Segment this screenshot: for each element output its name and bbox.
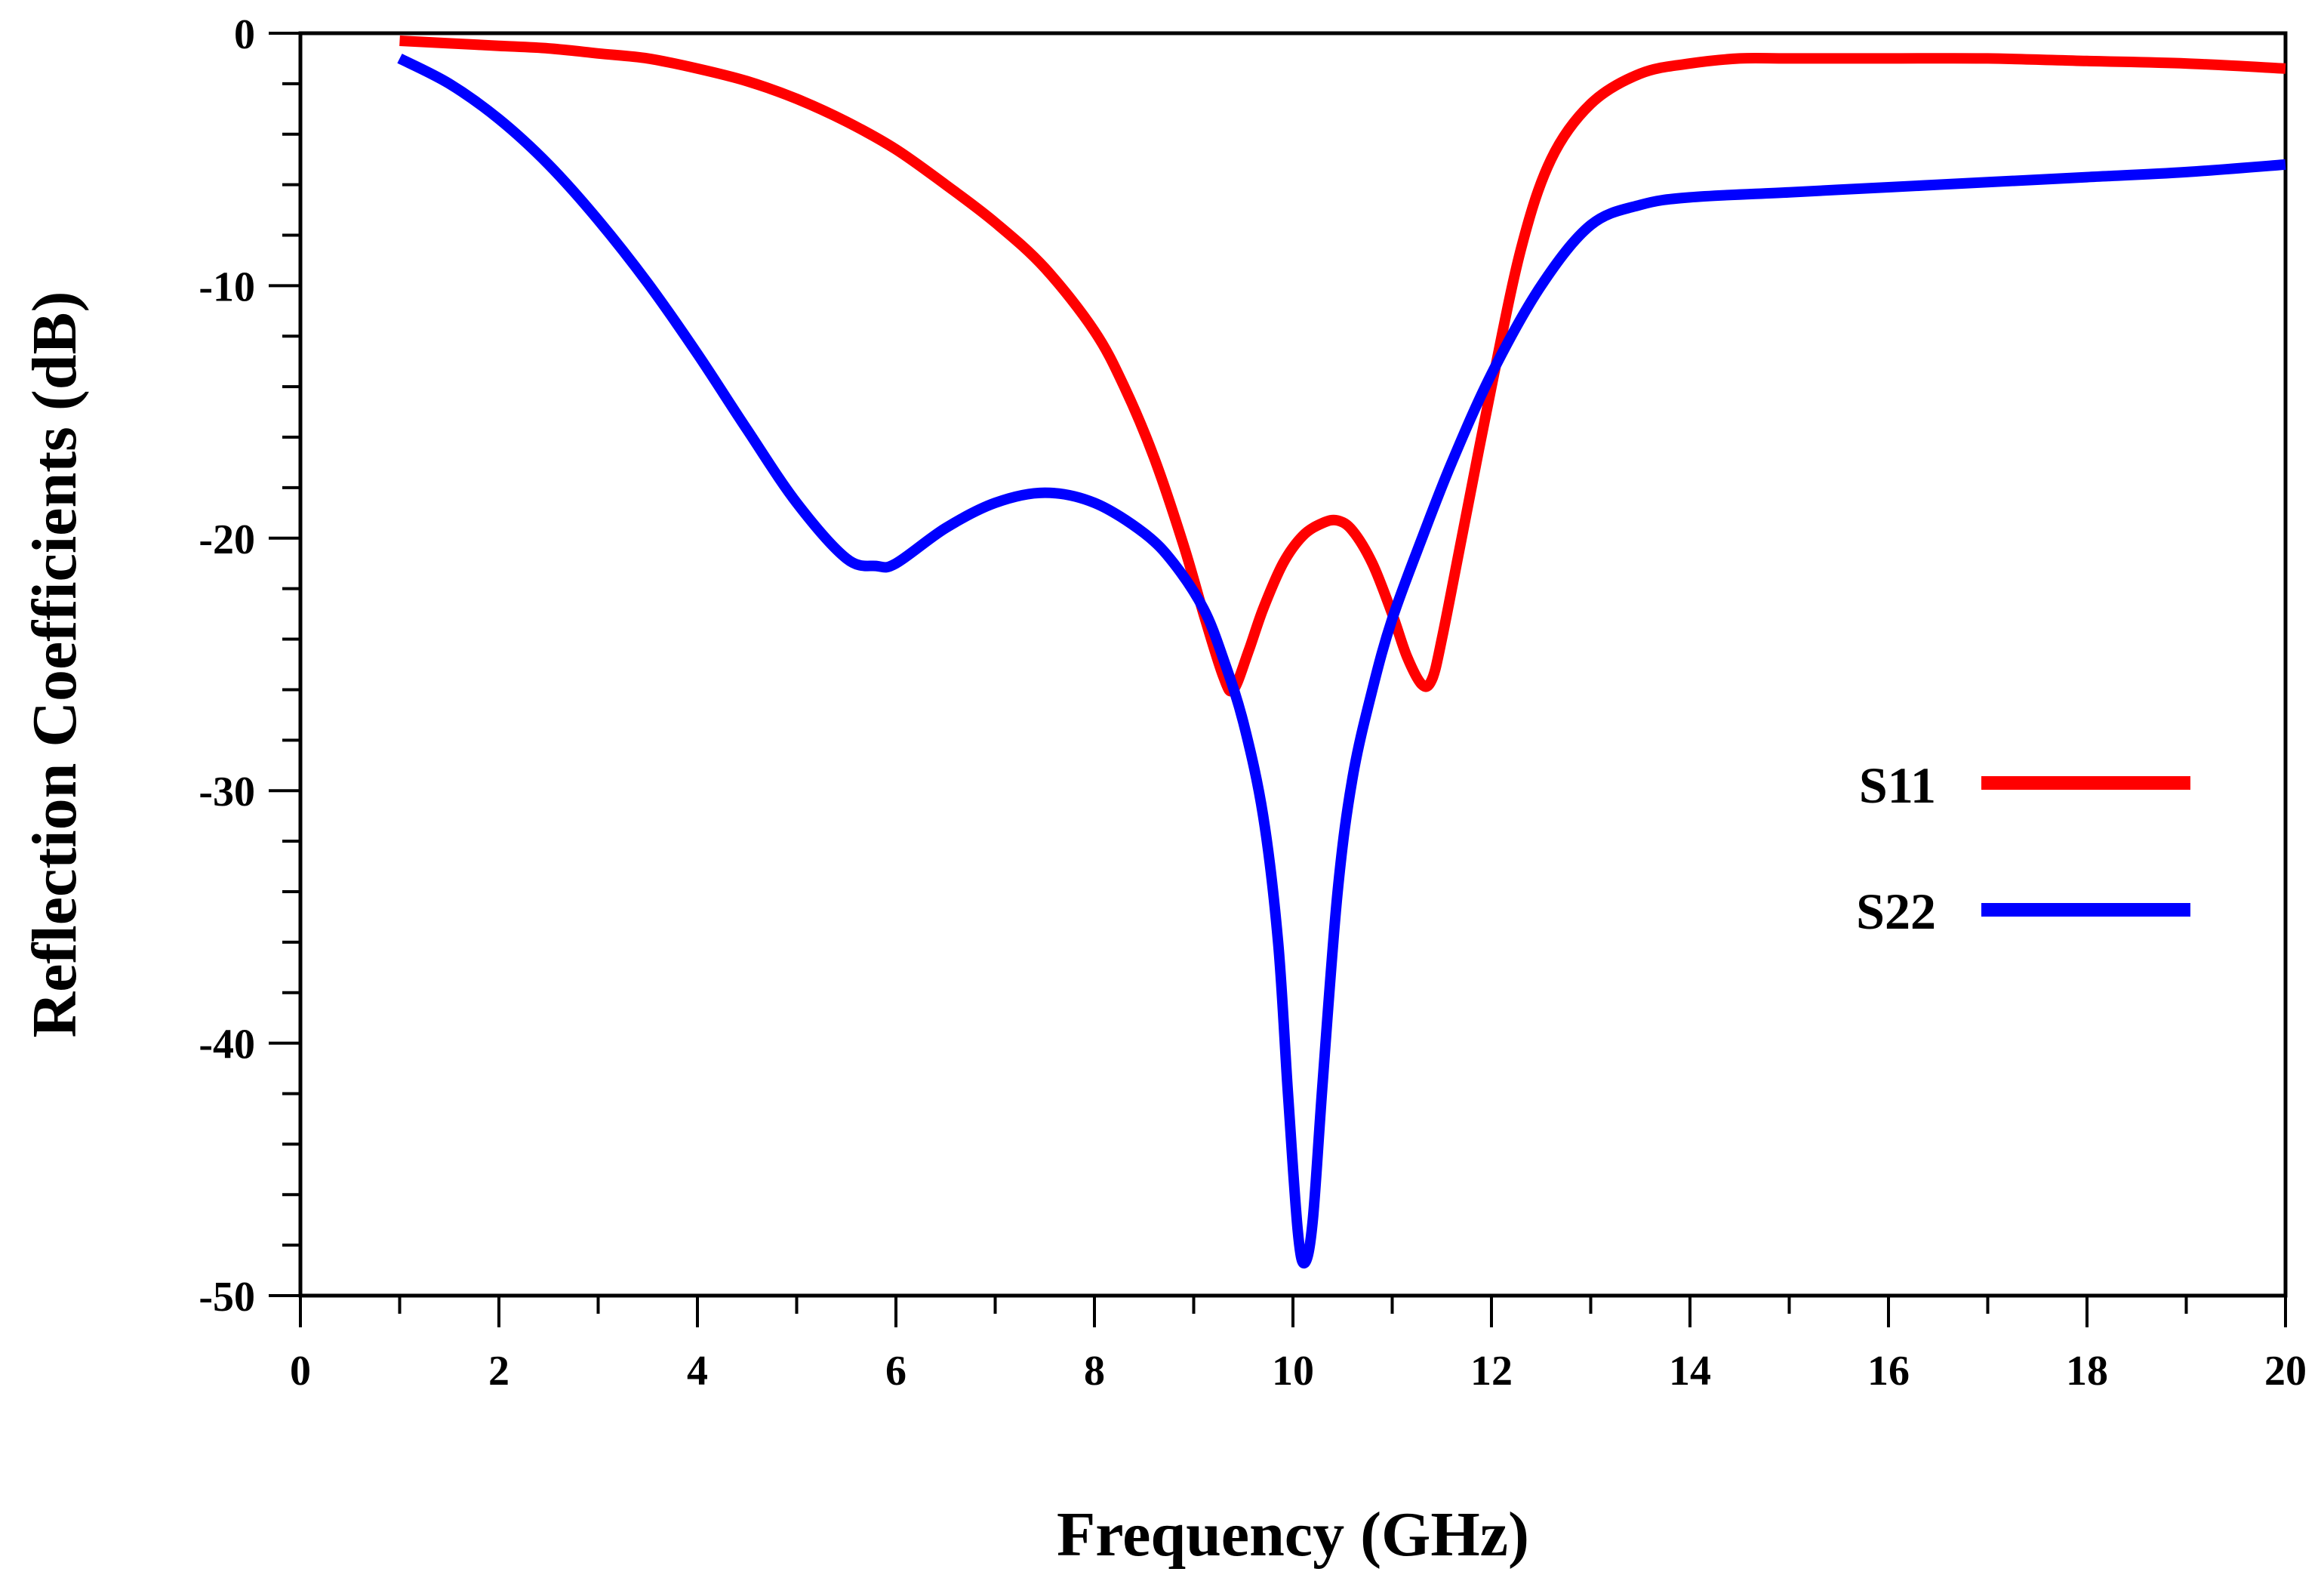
y-tick-label: 0 [234,11,255,58]
x-tick-label: 4 [687,1348,708,1395]
series-lines [397,35,2286,1269]
legend-label-s22: S22 [1856,883,1936,940]
x-tick-label: 14 [1669,1348,1711,1395]
series-line-s22 [397,54,2286,1269]
y-tick-label: -50 [199,1274,255,1321]
y-tick-label: -30 [199,769,255,815]
x-axis-title: Frequency (GHz) [1057,1499,1529,1570]
legend-label-s11: S11 [1859,757,1936,814]
x-tick-label: 0 [290,1348,311,1395]
y-tick-label: -40 [199,1022,255,1068]
axis-ticks: 0 2 4 6 8 10 12 14 16 18 20 0 -10 -20 -30 -40 -50 [199,11,2307,1395]
y-axis-title: Reflection Coefficients (dB) [20,291,90,1037]
series-line-s11 [399,35,2286,697]
x-tick-label: 6 [885,1348,907,1395]
x-tick-label: 2 [488,1348,509,1395]
x-tick-label: 18 [2066,1348,2108,1395]
x-tick-label: 20 [2264,1348,2307,1395]
x-tick-label: 12 [1470,1348,1513,1395]
x-tick-label: 10 [1272,1348,1314,1395]
y-tick-label: -10 [199,264,255,310]
legend: S11 S22 [1856,757,2190,940]
x-tick-label: 16 [1867,1348,1910,1395]
y-tick-label: -20 [199,516,255,563]
x-tick-label: 8 [1084,1348,1105,1395]
